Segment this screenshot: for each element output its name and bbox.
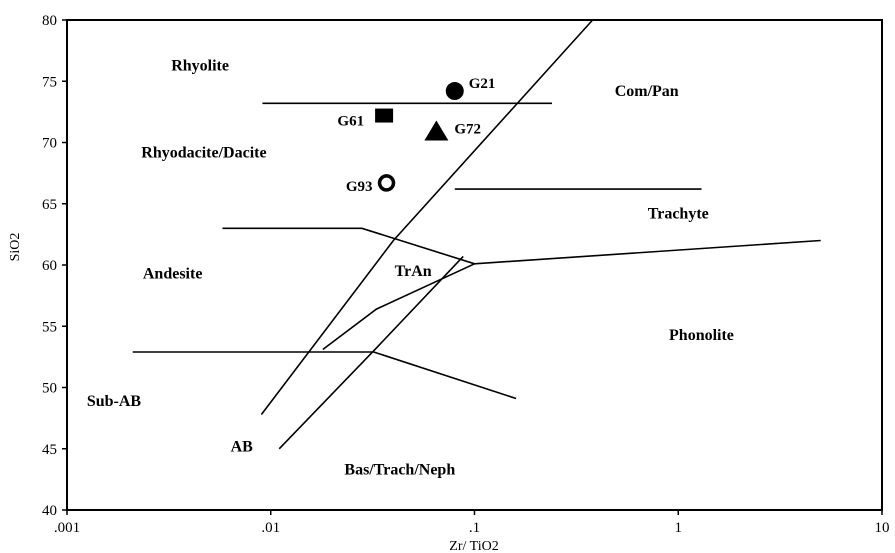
field-label: Rhyodacite/Dacite — [141, 144, 266, 161]
x-tick-label: .001 — [54, 520, 80, 536]
field-label: Trachyte — [648, 206, 709, 223]
field-label: Com/Pan — [615, 83, 679, 100]
field-label: TrAn — [395, 263, 432, 280]
field-label: Sub-AB — [87, 393, 142, 410]
y-tick-label: 40 — [42, 503, 57, 519]
field-label: Bas/Trach/Neph — [344, 462, 455, 479]
field-label: Rhyolite — [171, 57, 229, 74]
x-axis-label: Zr/ TiO2 — [449, 539, 498, 553]
sample-points: G21 G61 G72 G93 — [337, 76, 495, 195]
y-tick-label: 55 — [42, 319, 57, 335]
y-tick-label: 45 — [42, 442, 57, 458]
point-label-G61: G61 — [337, 114, 364, 130]
axis-ticks: .001 .01 .1 1 10 40 45 50 55 60 65 70 75 80 — [42, 13, 890, 536]
boundary-line-5 — [132, 351, 517, 400]
point-label-G93: G93 — [346, 179, 373, 195]
x-tick-label: 1 — [675, 520, 683, 536]
y-tick-label: 70 — [42, 136, 57, 152]
y-axis-label: SiO2 — [8, 233, 23, 262]
point-G93 — [377, 174, 396, 192]
x-tick-label: .01 — [261, 520, 280, 536]
field-label: Phonolite — [669, 327, 734, 344]
point-G61 — [375, 108, 394, 123]
y-tick-label: 80 — [42, 13, 57, 29]
field-label: AB — [231, 438, 254, 455]
y-tick-label: 75 — [42, 74, 57, 90]
x-tick-label: 10 — [875, 520, 890, 536]
field-boundaries — [132, 19, 821, 450]
point-label-G72: G72 — [454, 121, 481, 137]
y-tick-label: 50 — [42, 381, 57, 397]
boundary-line-6 — [278, 255, 464, 450]
field-labels: Rhyolite Com/Pan Rhyodacite/Dacite Trachyte… — [87, 57, 734, 478]
point-label-G21: G21 — [469, 76, 496, 92]
y-tick-label: 65 — [42, 197, 57, 213]
x-tick-label: .1 — [469, 520, 480, 536]
point-G72 — [424, 120, 449, 141]
boundary-line-3 — [222, 227, 821, 265]
point-G21 — [445, 82, 464, 101]
boundary-line-0 — [260, 19, 594, 415]
y-tick-label: 60 — [42, 258, 57, 274]
field-label: Andesite — [143, 266, 203, 283]
